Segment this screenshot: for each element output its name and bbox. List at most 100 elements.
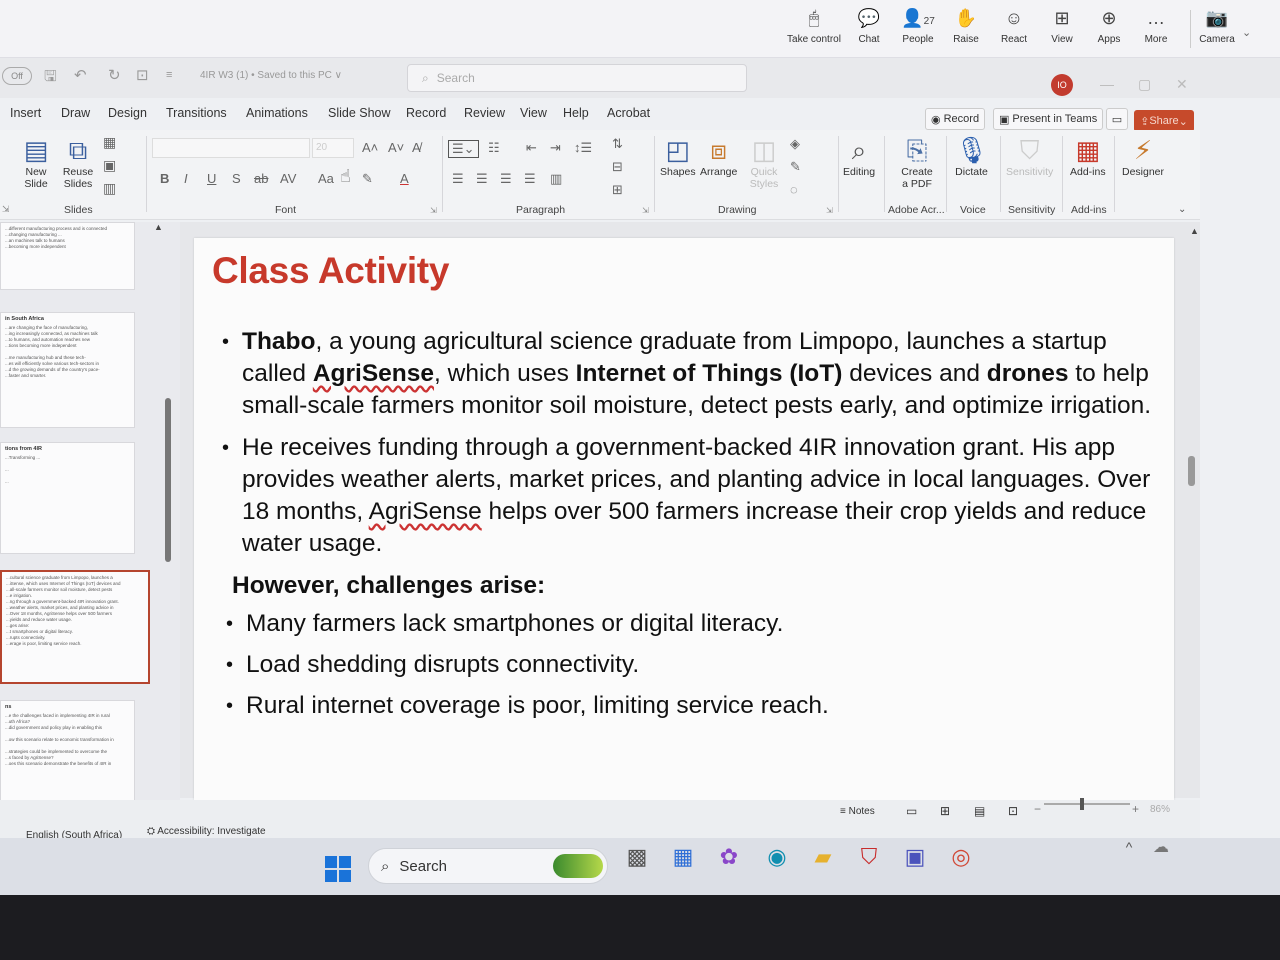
increase-indent-icon[interactable]: ⇥ [550,140,561,155]
shape-effects-icon[interactable]: ◌ [790,182,798,197]
font-size-box[interactable]: 20 [312,138,354,158]
tab-animations[interactable]: Animations [246,106,308,120]
take-control-button[interactable]: 🖱 Take control [787,8,841,45]
tab-help[interactable]: Help [563,106,589,120]
add-ins-button[interactable]: ▦ Add-ins [1070,135,1106,178]
canvas-scrollbar[interactable] [1188,456,1195,486]
mcafee-icon[interactable]: ⛉ [860,844,878,869]
close-icon[interactable]: ✕ [1176,76,1188,92]
save-icon[interactable]: 🖫 [44,68,57,85]
teams-app-icon[interactable]: ▣ [904,844,926,869]
slide-thumbnail[interactable]: tions from 4IR ...Transforming ... ... .… [0,442,135,554]
char-spacing-icon[interactable]: AV [280,171,297,186]
tab-draw[interactable]: Draw [61,106,91,120]
record-button[interactable]: ◉ Record [925,108,986,130]
apps-button[interactable]: ⊕ Apps [1097,8,1121,45]
font-dialog-launcher-icon[interactable]: ⇲ [430,206,437,215]
align-text-icon[interactable]: ⊟ [612,159,623,174]
slide-thumbnail[interactable]: in South Africa ...are changing the face… [0,312,135,428]
numbering-icon[interactable]: ☷ [488,140,500,155]
zoom-level[interactable]: 86% [1150,804,1171,815]
thumbnail-scroll-up-icon[interactable]: ▲ [154,222,163,232]
quick-styles-button[interactable]: ◫ Quick Styles [749,135,779,190]
collapse-ribbon-icon[interactable]: ⌄ [1178,204,1187,215]
shape-outline-icon[interactable]: ✎ [790,159,801,174]
file-explorer-icon[interactable]: ▰ [814,844,832,869]
more-button[interactable]: … More [1144,8,1168,45]
editing-button[interactable]: ⌕ Editing [843,135,876,178]
shapes-button[interactable]: ◰ Shapes [660,135,696,178]
justify-icon[interactable]: ☰ [524,171,536,186]
reset-icon[interactable]: ▣ [103,157,117,173]
windows-start-icon[interactable] [325,856,351,882]
share-button[interactable]: ⇪ Share ⌄ [1134,110,1194,132]
react-button[interactable]: ☺ React [1000,8,1028,45]
tab-slide-show[interactable]: Slide Show [328,106,391,120]
thumbnail-scrollbar[interactable] [165,398,171,562]
bold-icon[interactable]: B [160,171,170,186]
align-left-icon[interactable]: ☰ [452,171,464,186]
tab-acrobat[interactable]: Acrobat [607,106,651,120]
chrome-icon[interactable]: ◎ [951,844,971,869]
view-button[interactable]: ⊞ View [1051,8,1073,45]
notes-button[interactable]: ≡ Notes [840,806,875,817]
zoom-out-icon[interactable]: − [1034,802,1042,816]
drawing-dialog-launcher-icon[interactable]: ⇲ [826,206,833,215]
section-icon[interactable]: ▥ [103,180,117,196]
search-input[interactable]: ⌕ Search [407,64,747,92]
redo-icon[interactable]: ↻ [108,67,121,84]
tab-transitions[interactable]: Transitions [166,106,227,120]
strikethrough-icon[interactable]: ab [254,171,269,186]
change-case-icon[interactable]: Aa [318,171,334,186]
decrease-font-icon[interactable]: A˅ [388,140,405,155]
shape-fill-icon[interactable]: ◈ [790,136,800,151]
columns-icon[interactable]: ▥ [550,171,563,186]
italic-icon[interactable]: I [184,171,188,186]
chat-button[interactable]: 💬 Chat [857,8,881,45]
designer-button[interactable]: ⚡ Designer [1122,135,1165,178]
slide-body[interactable]: Thabo, a young agricultural science grad… [222,326,1162,731]
tab-design[interactable]: Design [108,106,147,120]
sensitivity-button[interactable]: ⛉ Sensitivity [1006,135,1054,178]
decrease-indent-icon[interactable]: ⇤ [526,140,537,155]
camera-chevron-icon[interactable]: ⌄ [1242,27,1252,39]
slide-thumbnail[interactable]: ns ...e the challenges faced in implemen… [0,700,135,806]
font-name-box[interactable] [152,138,310,158]
slide-thumbnail-selected[interactable]: ...cultural science graduate from Limpop… [0,570,150,684]
tab-view[interactable]: View [520,106,547,120]
raise-hand-button[interactable]: ✋ Raise [953,8,979,45]
slide-title[interactable]: Class Activity [212,250,450,291]
copilot-icon[interactable]: ✿ [719,844,739,869]
layout-icon[interactable]: ▦ [103,134,117,150]
increase-font-icon[interactable]: A˄ [362,140,379,155]
create-pdf-button[interactable]: ⎘ Create a PDF [901,135,933,190]
align-right-icon[interactable]: ☰ [500,171,512,186]
font-color-icon[interactable]: A [400,171,409,186]
system-tray-chevron-icon[interactable]: ^ [1125,839,1133,855]
maximize-icon[interactable]: ▢ [1138,76,1152,92]
document-title[interactable]: 4IR W3 (1) • Saved to this PC ∨ [200,70,342,81]
undo-icon[interactable]: ↶ [74,67,87,84]
tab-review[interactable]: Review [464,106,505,120]
underline-icon[interactable]: U [207,171,217,186]
align-center-icon[interactable]: ☰ [476,171,488,186]
present-in-teams-button[interactable]: ▣ Present in Teams [993,108,1104,130]
avatar[interactable]: IO [1051,74,1073,96]
reuse-slides-button[interactable]: ⧉ Reuse Slides [62,135,94,190]
slide-sorter-icon[interactable]: ⊞ [940,804,951,818]
task-view-icon[interactable]: ▩ [626,844,648,869]
new-slide-button[interactable]: ▤ New Slide [23,135,49,190]
line-spacing-icon[interactable]: ↕☰ [574,140,593,155]
autosave-toggle[interactable]: Off [2,67,32,85]
reading-view-icon[interactable]: ▤ [974,804,986,818]
zoom-in-icon[interactable]: + [1132,802,1140,816]
tab-record[interactable]: Record [406,106,447,120]
canvas-scroll-up-icon[interactable]: ▲ [1190,226,1199,236]
dictate-button[interactable]: 🎙 Dictate [955,135,989,178]
bullets-icon[interactable]: ☰⌄ [448,140,479,158]
people-button[interactable]: 👤27 People [901,8,935,45]
widgets-icon[interactable]: ▦ [672,844,694,869]
customize-toolbar-icon[interactable]: ≡ [166,69,173,81]
zoom-slider-track[interactable] [1044,803,1130,805]
clear-format-icon[interactable]: A̸ [412,140,421,155]
